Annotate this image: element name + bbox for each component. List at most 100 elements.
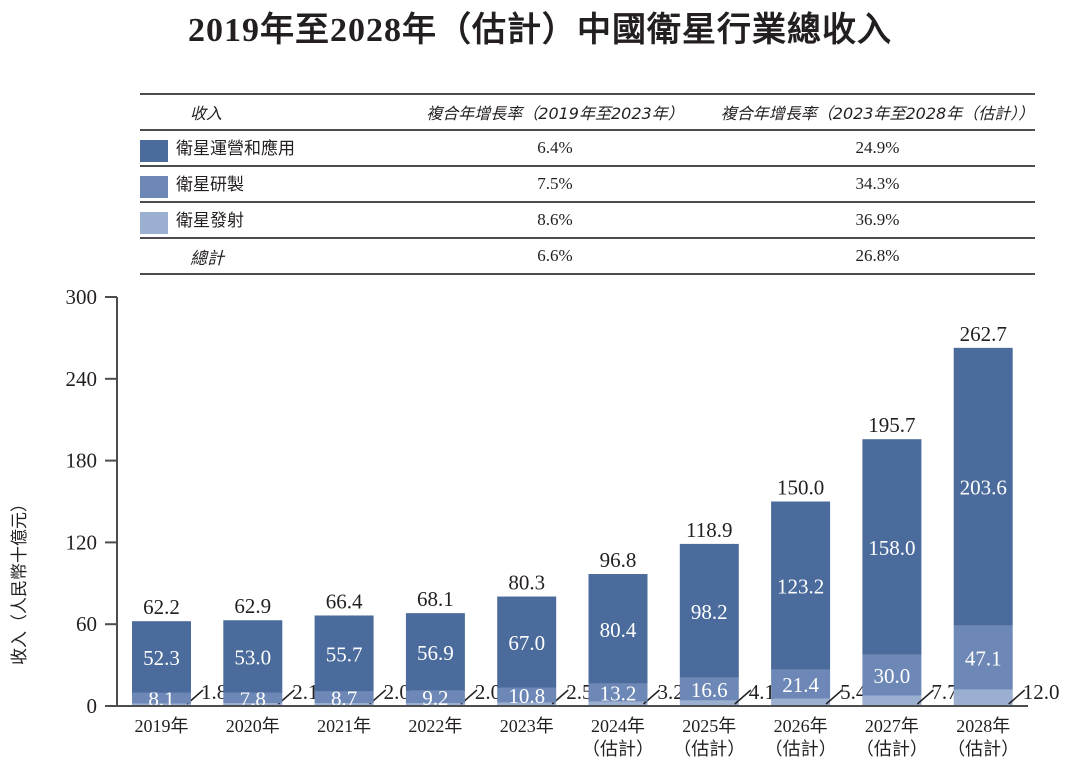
bar-segment	[497, 687, 557, 703]
cagr2-value: 26.8%	[855, 246, 900, 265]
bar-segment	[771, 669, 831, 699]
cagr2-value: 24.9%	[855, 138, 900, 157]
data-label-total: 195.7	[868, 413, 915, 437]
header-cagr-2023-2028: 複合年增長率（2023年至2028年（估計））	[720, 104, 1035, 123]
data-label-operations: 98.2	[691, 600, 728, 624]
bar-segment	[679, 677, 739, 701]
x-tick-label: 2028年	[956, 716, 1010, 736]
leader-line	[734, 689, 752, 705]
bar-segment	[862, 439, 922, 655]
data-label-launch: 1.8	[201, 680, 227, 704]
leader-line	[916, 689, 934, 705]
bar-segment	[588, 701, 648, 706]
data-label-total: 68.1	[417, 587, 454, 611]
legend-swatch-launch	[140, 211, 168, 234]
data-label-manufacturing: 30.0	[874, 664, 911, 688]
bar-segment	[314, 615, 374, 692]
bar-segment	[953, 625, 1013, 690]
x-tick-label: 2021年	[317, 716, 371, 736]
data-label-launch: 2.0	[475, 680, 501, 704]
data-label-operations: 80.4	[600, 618, 637, 642]
bar-segment	[771, 501, 831, 670]
data-label-total: 66.4	[326, 589, 363, 613]
data-label-total: 62.2	[143, 595, 180, 619]
data-label-operations: 52.3	[143, 646, 180, 670]
bar-segment	[223, 703, 283, 706]
x-tick-label: （估計）	[673, 739, 745, 759]
table-row: 衛星發射 8.6% 36.9%	[140, 202, 1035, 238]
data-label-total: 62.9	[234, 594, 271, 618]
cagr1-value: 6.4%	[537, 138, 573, 157]
bar-segment	[223, 692, 283, 704]
bar-segment	[862, 654, 922, 696]
data-label-manufacturing: 47.1	[965, 647, 1002, 671]
cagr1-value: 6.6%	[537, 246, 573, 265]
data-label-operations: 123.2	[777, 574, 824, 598]
x-tick-label: （估計）	[856, 739, 928, 759]
table-header-row: 收入 複合年增長率（2019年至2023年） 複合年增長率（2023年至2028…	[140, 94, 1035, 130]
x-tick-label: 2022年	[408, 716, 462, 736]
data-label-manufacturing: 10.8	[508, 684, 545, 708]
y-tick-label: 300	[66, 285, 98, 309]
x-tick-label: （估計）	[947, 739, 1019, 759]
cagr-legend-table: 收入 複合年增長率（2019年至2023年） 複合年增長率（2023年至2028…	[140, 93, 1035, 275]
data-label-manufacturing: 16.6	[691, 678, 728, 702]
data-label-launch: 12.0	[1023, 680, 1060, 704]
x-tick-label: 2025年	[682, 716, 736, 736]
cagr1-value: 7.5%	[537, 174, 573, 193]
data-label-launch: 2.0	[384, 680, 410, 704]
x-tick-label: 2026年	[774, 716, 828, 736]
bar-segment	[588, 574, 648, 684]
leader-line	[825, 689, 843, 705]
data-label-operations: 55.7	[326, 642, 363, 666]
x-tick-label: 2019年	[135, 716, 189, 736]
legend-swatch-manufacturing	[140, 175, 168, 198]
chart-title: 2019年至2028年（估計）中國衛星行業總收入	[188, 12, 892, 49]
x-tick-label: 2024年	[591, 716, 645, 736]
bar-segment	[862, 695, 922, 706]
bar-segment	[405, 690, 465, 704]
table-row: 衛星運營和應用 6.4% 24.9%	[140, 130, 1035, 166]
data-label-manufacturing: 21.4	[782, 673, 819, 697]
leader-line	[643, 689, 660, 705]
bar-segment	[953, 689, 1013, 706]
data-label-launch: 5.4	[840, 680, 867, 704]
y-tick-label: 180	[66, 449, 98, 473]
leader-line	[1008, 689, 1026, 705]
cagr2-value: 34.3%	[855, 174, 900, 193]
bar-segment	[132, 703, 191, 706]
table-row: 衛星研製 7.5% 34.3%	[140, 166, 1035, 202]
x-tick-label: 2023年	[500, 716, 554, 736]
y-tick-label: 0	[87, 694, 98, 718]
data-label-operations: 67.0	[508, 631, 545, 655]
bar-segment	[497, 702, 557, 706]
y-axis-label: 收入（人民幣十億元）	[10, 495, 30, 665]
bar-segment	[132, 621, 191, 693]
bar-segment	[771, 698, 831, 706]
header-revenue: 收入	[190, 104, 223, 123]
data-label-manufacturing: 13.2	[600, 682, 637, 706]
data-label-operations: 203.6	[960, 476, 1007, 500]
bar-segment	[679, 700, 739, 706]
bar-segment	[497, 596, 557, 688]
x-tick-label: （估計）	[765, 739, 837, 759]
x-tick-label: 2020年	[226, 716, 280, 736]
data-label-operations: 56.9	[417, 641, 454, 665]
row-label: 衛星研製	[176, 175, 244, 195]
data-label-launch: 3.2	[658, 680, 684, 704]
data-label-total: 80.3	[508, 571, 545, 595]
y-tick-label: 60	[76, 612, 97, 636]
y-axis: 0 60 120 180 240 300	[66, 285, 118, 718]
data-label-launch: 7.7	[931, 680, 957, 704]
row-label: 總計	[190, 248, 224, 268]
data-label-launch: 4.1	[749, 680, 775, 704]
bar-segment	[405, 613, 465, 691]
x-tick-label: 2027年	[865, 716, 919, 736]
data-label-total: 118.9	[686, 518, 732, 542]
bar-segment	[223, 620, 283, 693]
y-tick-label: 120	[66, 530, 98, 554]
row-label: 衛星運營和應用	[176, 139, 295, 159]
bar-segment	[314, 691, 374, 704]
legend-swatch-operations	[140, 139, 168, 162]
x-tick-label: （估計）	[582, 739, 654, 759]
